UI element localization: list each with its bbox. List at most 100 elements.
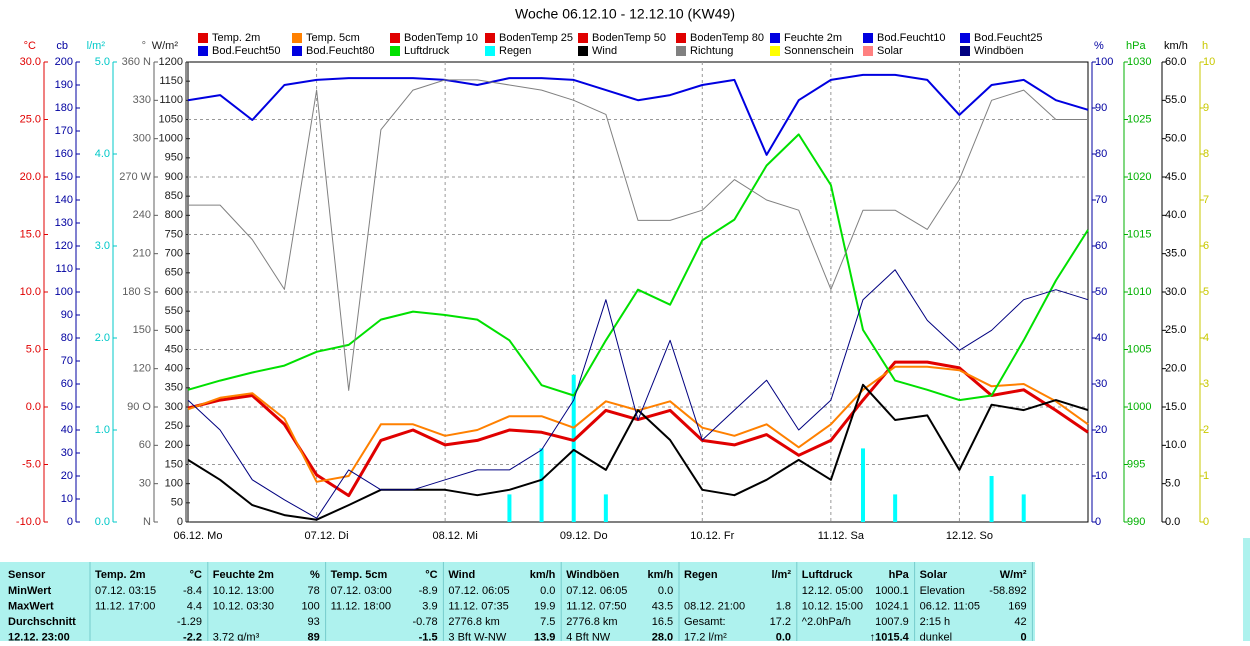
cell-value: 1024.1 [875, 600, 909, 612]
row-label: Durchschnitt [8, 616, 76, 628]
y-tick-label: N [143, 516, 151, 528]
axis-unit: l/m² [87, 40, 106, 52]
rain-bar [507, 494, 512, 522]
cell-note: 2:15 h [920, 616, 951, 628]
y-tick-label: 100 [55, 286, 73, 298]
cell-note: 4 Bft NW [566, 631, 611, 641]
y-tick-label: 1015 [1127, 228, 1151, 240]
rain-bar [893, 494, 898, 522]
cell-value: 16.5 [652, 616, 673, 628]
y-tick-label: 30 [1095, 378, 1107, 390]
cell-value: -1.29 [177, 616, 202, 628]
rain-bar [861, 448, 865, 522]
axis-unit: °C [24, 40, 36, 52]
legend-swatch [578, 46, 588, 56]
legend-label: BodenTemp 25 [499, 32, 573, 44]
y-tick-label: 60 [139, 439, 151, 451]
y-tick-label: 190 [55, 79, 73, 91]
row-label: MinWert [8, 585, 52, 597]
y-tick-label: 180 S [122, 286, 151, 298]
y-tick-label: 10.0 [1165, 439, 1186, 451]
cell-value: 0.0 [540, 585, 555, 597]
y-tick-label: 0 [1203, 516, 1209, 528]
axis-unit: km/h [1164, 40, 1188, 52]
cell-value: 7.5 [540, 616, 555, 628]
legend-swatch [863, 46, 873, 56]
legend-label: Regen [499, 45, 531, 57]
y-tick-label: 20.0 [1165, 363, 1186, 375]
cell-value: -1.5 [419, 631, 438, 641]
y-tick-label: 170 [55, 125, 73, 137]
y-tick-label: 7 [1203, 194, 1209, 206]
cell-value: -8.4 [183, 585, 202, 597]
y-tick-label: 990 [1127, 516, 1145, 528]
cell-value: 42 [1014, 616, 1026, 628]
y-tick-label: 15.0 [20, 228, 41, 240]
y-tick-label: 50 [1095, 286, 1107, 298]
legend-label: Temp. 5cm [306, 32, 360, 44]
legend-swatch [676, 46, 686, 56]
cell-value: -58.892 [989, 585, 1026, 597]
y-tick-label: 0 [1095, 516, 1101, 528]
series-line [187, 383, 1089, 521]
y-tick-label: 9 [1203, 102, 1209, 114]
cell-note: Gesamt: [684, 616, 726, 628]
column-unit: % [310, 569, 320, 581]
cell-note: 11.12. 17:00 [95, 600, 155, 612]
y-tick-label: 90 [1095, 102, 1107, 114]
y-tick-label: 2.0 [95, 332, 110, 344]
axis-unit: % [1094, 40, 1104, 52]
y-tick-label: 1030 [1127, 56, 1151, 68]
axis-unit: W/m² [152, 40, 179, 52]
y-tick-label: 90 [61, 309, 73, 321]
legend-swatch [770, 33, 780, 43]
row-label: MaxWert [8, 600, 54, 612]
legend-swatch [292, 33, 302, 43]
y-tick-label: 0 [177, 516, 183, 528]
cell-note: 17.2 l/m² [684, 631, 727, 641]
y-tick-label: 1200 [159, 56, 183, 68]
y-tick-label: 600 [165, 286, 183, 298]
y-tick-label: 150 [165, 458, 183, 470]
y-tick-label: 6 [1203, 240, 1209, 252]
y-tick-label: 4 [1203, 332, 1209, 344]
rain-bar [603, 494, 608, 522]
cell-note: 11.12. 07:50 [566, 600, 626, 612]
cell-note: 10.12. 13:00 [213, 585, 274, 597]
y-tick-label: 150 [133, 324, 151, 336]
y-tick-label: 5.0 [95, 56, 110, 68]
column-unit: km/h [648, 569, 674, 581]
y-tick-label: 30 [139, 478, 151, 490]
table-corner: Sensor [8, 569, 46, 581]
y-tick-label: 40.0 [1165, 209, 1186, 221]
y-tick-label: 55.0 [1165, 94, 1186, 106]
y-tick-label: 1.0 [95, 424, 110, 436]
y-tick-label: 500 [165, 324, 183, 336]
y-tick-label: 130 [55, 217, 73, 229]
y-tick-label: 60 [1095, 240, 1107, 252]
axis-unit: h [1202, 40, 1208, 52]
legend-label: Richtung [690, 45, 733, 57]
y-tick-label: 3 [1203, 378, 1209, 390]
y-tick-label: 1150 [159, 75, 183, 87]
legend-swatch [485, 33, 495, 43]
y-tick-label: 0 [67, 516, 73, 528]
legend-swatch [960, 46, 970, 56]
y-tick-label: 240 [133, 209, 151, 221]
column-unit: km/h [530, 569, 556, 581]
legend-label: Temp. 2m [212, 32, 260, 44]
cell-note: 12.12. 05:00 [802, 585, 863, 597]
y-tick-label: 30.0 [20, 56, 41, 68]
column-unit: hPa [889, 569, 910, 581]
cell-value: 17.2 [770, 616, 791, 628]
legend-swatch [676, 33, 686, 43]
y-tick-label: 100 [1095, 56, 1113, 68]
cell-note: 2776.8 km [566, 616, 617, 628]
legend-label: Sonnenschein [784, 45, 854, 57]
y-tick-label: 300 [133, 133, 151, 145]
legend-label: BodenTemp 50 [592, 32, 666, 44]
y-tick-label: 1000 [1127, 401, 1151, 413]
column-title: Luftdruck [802, 569, 854, 581]
cell-note: 10.12. 03:30 [213, 600, 274, 612]
rain-bar [539, 448, 544, 522]
